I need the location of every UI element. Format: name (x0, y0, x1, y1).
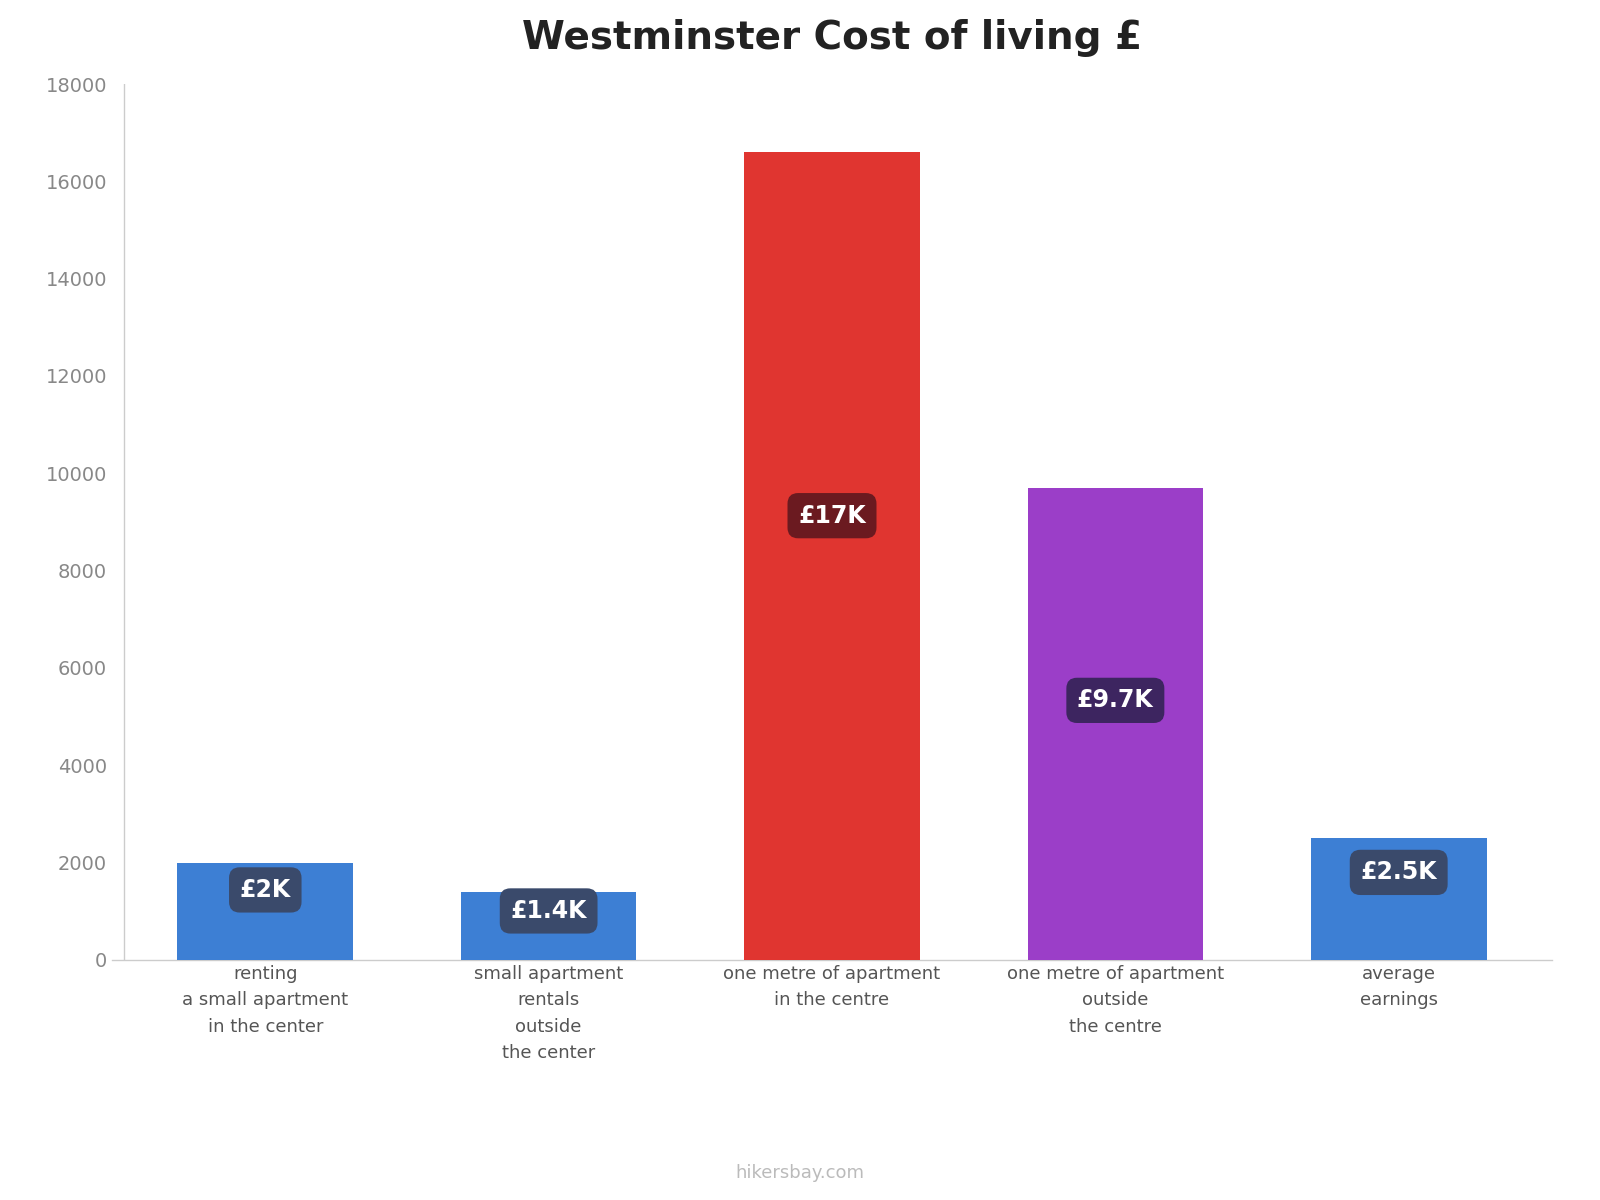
Bar (1310, 839, 1486, 960)
Text: £17K: £17K (798, 504, 866, 528)
Text: £2.5K: £2.5K (1360, 860, 1437, 884)
Text: £9.7K: £9.7K (1077, 689, 1154, 713)
Bar (1027, 488, 1203, 960)
Title: Westminster Cost of living £: Westminster Cost of living £ (522, 19, 1142, 58)
Bar (461, 892, 637, 960)
Text: hikersbay.com: hikersbay.com (736, 1164, 864, 1182)
Bar (178, 863, 354, 960)
Text: £2K: £2K (240, 878, 291, 902)
Bar (744, 152, 920, 960)
Text: £1.4K: £1.4K (510, 899, 587, 923)
